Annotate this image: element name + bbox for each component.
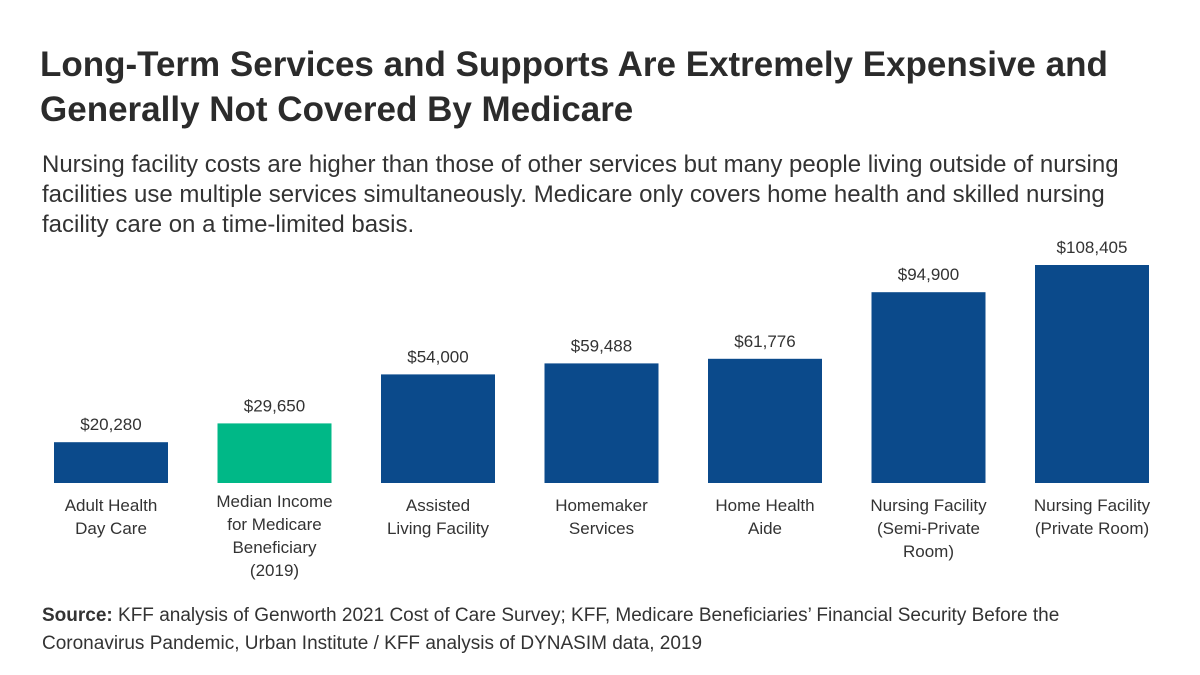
category-label-line: (Semi-Private [877, 519, 980, 538]
bar-value-label: $94,900 [898, 265, 959, 284]
category-label-line: Adult Health [65, 496, 158, 515]
bar-value-label: $29,650 [244, 396, 305, 415]
value-labels-layer: $20,280 $29,650 $54,000 $59,488 $61,776 $94,9… [80, 238, 1127, 434]
bar [708, 358, 822, 483]
chart-title: Long-Term Services and Supports Are Extr… [40, 45, 1108, 129]
bar [871, 292, 986, 483]
chart-subtitle: Nursing facility costs are higher than t… [42, 151, 1119, 238]
category-label: Adult Health Day Care [65, 496, 158, 538]
category-label-line: (2019) [250, 561, 299, 580]
category-label-line: Room) [903, 542, 954, 561]
bar-value-label: $61,776 [734, 332, 795, 351]
category-label-line: Beneficiary [232, 538, 317, 557]
bar-value-label: $54,000 [407, 347, 468, 366]
source-label: Source: [42, 605, 113, 626]
category-label-line: Nursing Facility [1034, 496, 1151, 515]
category-label: Median Income for Medicare Beneficiary (201… [216, 492, 332, 580]
category-label: Assisted Living Facility [387, 496, 490, 538]
category-label-line: Living Facility [387, 519, 490, 538]
bars-layer [54, 265, 1149, 483]
bar [1035, 265, 1149, 483]
bar [544, 363, 659, 483]
category-label: Homemaker Services [555, 496, 648, 538]
category-label-line: for Medicare [227, 515, 321, 534]
category-label-line: Median Income [216, 492, 332, 511]
bar [381, 374, 495, 483]
bar-chart: $20,280 $29,650 $54,000 $59,488 $61,776 $94,9… [54, 238, 1151, 580]
category-label-line: Home Health [715, 496, 814, 515]
bar [217, 423, 332, 483]
source-text: KFF analysis of Genworth 2021 Cost of Ca… [42, 605, 1060, 654]
category-label-line: (Private Room) [1035, 519, 1149, 538]
category-label-line: Services [569, 519, 634, 538]
bar [54, 442, 168, 483]
category-label: Home Health Aide [715, 496, 814, 538]
bar-value-label: $108,405 [1057, 238, 1128, 257]
source-note: Source: KFF analysis of Genworth 2021 Co… [42, 602, 1162, 658]
category-label-line: Aide [748, 519, 782, 538]
category-label-line: Nursing Facility [870, 496, 987, 515]
category-labels-layer: Adult Health Day Care Median Income for Med… [65, 492, 1151, 580]
bar-value-label: $20,280 [80, 415, 141, 434]
category-label: Nursing Facility (Private Room) [1034, 496, 1151, 538]
category-label-line: Homemaker [555, 496, 648, 515]
bar-value-label: $59,488 [571, 336, 632, 355]
category-label-line: Assisted [406, 496, 470, 515]
category-label-line: Day Care [75, 519, 147, 538]
category-label: Nursing Facility (Semi-Private Room) [870, 496, 987, 561]
